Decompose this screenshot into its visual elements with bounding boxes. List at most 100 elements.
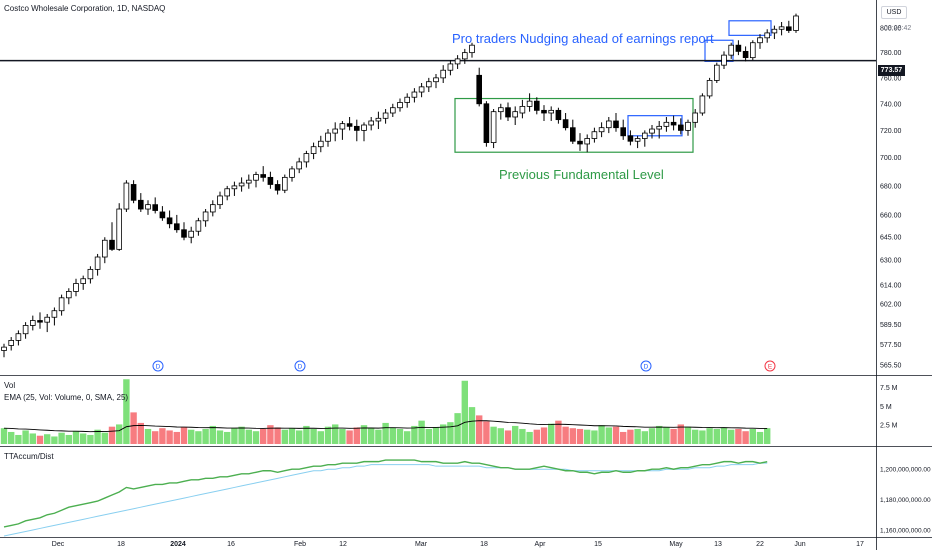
candle [620, 127, 626, 137]
volume-bar [598, 425, 605, 444]
candle [642, 132, 648, 139]
price-axis-tick: 680.00 [880, 183, 902, 190]
volume-bar [216, 430, 224, 444]
volume-bar [720, 427, 728, 444]
candle [166, 217, 173, 225]
volume-bar [562, 426, 569, 444]
candle [73, 283, 79, 292]
candle [483, 103, 490, 144]
volume-bar [296, 430, 303, 444]
candle [519, 105, 526, 114]
volume-bar [476, 415, 483, 444]
candle [663, 121, 670, 127]
volume-bar [576, 428, 584, 444]
price-axis-tick: 660.00 [880, 212, 902, 219]
candle [678, 124, 684, 131]
candle [613, 120, 619, 129]
volume-bar [274, 427, 281, 444]
volume-bar [94, 429, 101, 444]
candle [245, 179, 252, 184]
candle [195, 220, 202, 232]
volume-bar [440, 424, 447, 444]
candle [750, 42, 756, 59]
candle [317, 140, 324, 148]
candle [591, 131, 598, 139]
time-axis-tick: Apr [535, 541, 547, 548]
price-axis-tick: 589.50 [880, 322, 902, 329]
candle [37, 320, 43, 323]
currency-selector[interactable]: USD [881, 6, 907, 19]
candle [570, 127, 576, 142]
volume-bar [130, 412, 137, 444]
volume-bar [432, 427, 440, 444]
volume-bar [656, 425, 663, 444]
volume-bar [144, 428, 152, 444]
volume-bar [684, 426, 692, 444]
candle [310, 146, 317, 154]
consolidation-box [728, 20, 772, 36]
horizontal-level-price-tag: 773.57 [878, 65, 905, 76]
volume-bar [260, 428, 267, 444]
ema-pane-label: EMA (25, Vol: Volume, 0, SMA, 25) [4, 393, 129, 402]
volume-bar [749, 428, 756, 444]
candle [534, 100, 540, 111]
annotation-fundamental-level: Previous Fundamental Level [499, 167, 664, 182]
volume-bar [728, 429, 735, 444]
candle [123, 182, 130, 210]
candle [339, 123, 346, 130]
candle [606, 120, 612, 129]
volume-bar [706, 428, 713, 444]
price-axis-tick: 780.00 [880, 50, 902, 57]
candle [425, 81, 432, 88]
volume-bar [620, 431, 627, 444]
volume-bar [648, 428, 656, 444]
volume-bar [224, 431, 231, 444]
volume-bar [267, 425, 274, 444]
candle [656, 125, 662, 130]
volume-bar [368, 428, 375, 444]
candle [447, 63, 454, 71]
candle [303, 153, 310, 163]
candle [361, 124, 367, 131]
volume-bar [173, 431, 180, 444]
candle [15, 333, 22, 341]
accum-dist-line [3, 459, 768, 528]
volume-axis-tick: 2.5 M [880, 423, 898, 430]
volume-bar [195, 431, 202, 444]
candle [469, 44, 475, 54]
volume-bar [159, 428, 166, 444]
volume-bar [202, 428, 209, 444]
candle [29, 320, 36, 326]
candle [627, 135, 634, 142]
candle [440, 69, 446, 79]
candle [80, 278, 87, 284]
volume-bar [641, 431, 648, 444]
volume-bar [51, 436, 58, 444]
volume-bar [519, 428, 526, 444]
dividend-marker-icon [152, 360, 164, 372]
volume-axis-tick: 7.5 M [880, 385, 898, 392]
candle [778, 26, 785, 30]
candle [87, 268, 94, 280]
candle [202, 211, 209, 222]
volume-bar [137, 422, 144, 444]
volume-bar [699, 430, 706, 444]
volume-bar [663, 427, 670, 444]
candle [375, 117, 382, 122]
candle [771, 28, 778, 34]
candle [497, 107, 504, 113]
time-axis-tick: 16 [227, 541, 235, 548]
time-axis-tick: 13 [714, 541, 722, 548]
candle [411, 91, 418, 98]
candle [634, 138, 641, 142]
candle [159, 211, 166, 219]
volume-bar [490, 426, 497, 444]
volume-bar [15, 434, 22, 444]
accum-pane-label: TTAccum/Dist [4, 452, 54, 461]
price-axis-tick: 700.00 [880, 155, 902, 162]
dividend-marker-label: D [644, 364, 649, 371]
candle [66, 291, 72, 299]
volume-bar [555, 420, 562, 444]
volume-bar [231, 428, 238, 444]
